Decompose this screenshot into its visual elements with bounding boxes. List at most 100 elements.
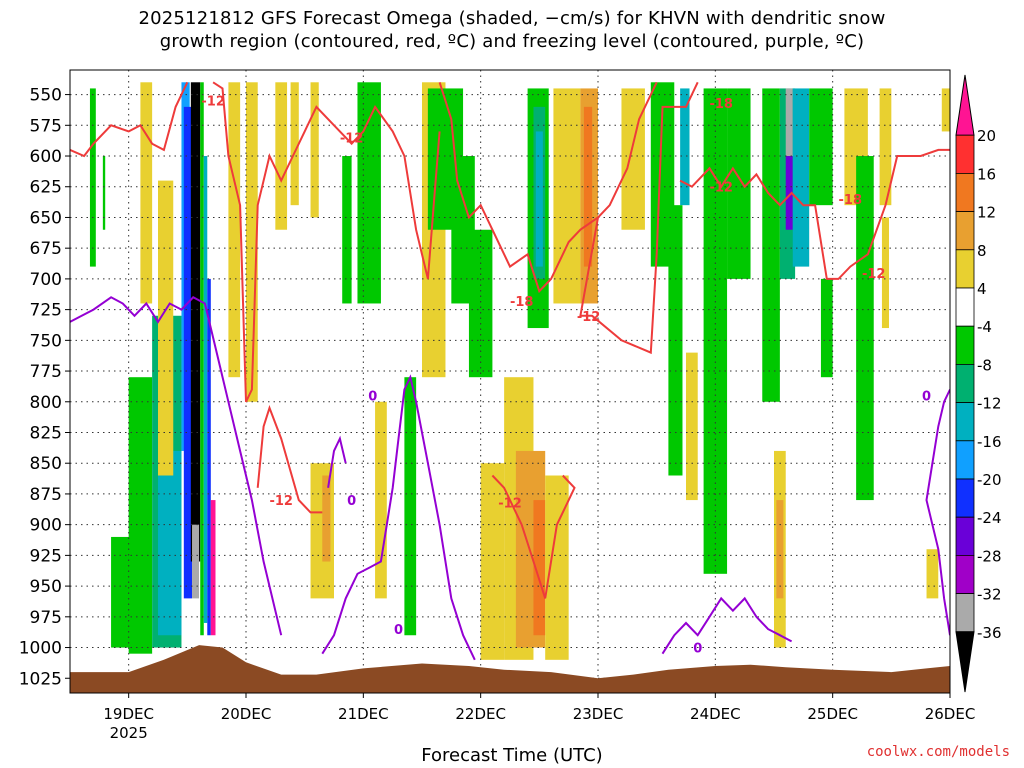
colorbar-tick-11: -28	[977, 547, 1002, 565]
x-tick-label-3: 22DEC	[455, 705, 506, 723]
omega-cell-20	[310, 82, 319, 218]
omega-cell-59	[856, 156, 874, 501]
omega-cell-10	[190, 82, 201, 562]
omega-cell-56	[809, 88, 833, 206]
omega-cell-19	[290, 82, 299, 206]
colorbar-bin-9	[955, 440, 975, 480]
omega-cell-12	[200, 82, 204, 636]
contour-label-4: -12	[498, 497, 522, 512]
colorbar-bin-5	[955, 287, 975, 327]
omega-cell-57	[820, 278, 833, 378]
dendritic-contour-4	[491, 474, 576, 599]
omega-cell-60	[879, 88, 892, 206]
omega-cell-47	[703, 88, 728, 574]
omega-cell-45	[680, 88, 690, 206]
omega-cell-25	[375, 401, 387, 599]
omega-cell-9	[183, 106, 193, 599]
omega-cell-2	[111, 536, 132, 648]
freezing-contour-2	[327, 435, 347, 488]
y-tick-label-0: 550	[30, 86, 62, 106]
contour-label-2: -12	[269, 494, 293, 509]
x-axis-label: Forecast Time (UTC)	[421, 745, 603, 766]
y-tick-label-11: 825	[30, 423, 62, 443]
y-tick-label-5: 675	[30, 239, 62, 259]
omega-cell-0	[89, 88, 96, 267]
colorbar-bin-0	[955, 74, 975, 136]
colorbar-tick-3: 8	[977, 242, 987, 260]
omega-cell-49	[762, 88, 780, 402]
omega-cell-51	[776, 500, 784, 599]
freezing-contour-3	[661, 596, 793, 655]
colorbar-tick-9: -20	[977, 471, 1002, 489]
omega-cell-46	[686, 352, 698, 501]
omega-cell-5	[158, 450, 182, 636]
x-tick-label-6: 25DEC	[807, 705, 858, 723]
colorbar-bin-4	[955, 249, 975, 289]
omega-cell-55	[792, 88, 810, 267]
y-tick-label-12: 850	[30, 454, 62, 474]
colorbar-bin-3	[955, 211, 975, 251]
dendritic-contour-3	[438, 81, 658, 294]
y-tick-label-17: 975	[30, 608, 62, 628]
colorbar-bin-2	[955, 172, 975, 212]
x-tick-label-5: 24DEC	[690, 705, 741, 723]
contour-label-11: 0	[368, 390, 377, 405]
chart-title-line-1: 2025121812 GFS Forecast Omega (shaded, −…	[138, 8, 886, 29]
omega-cell-48	[727, 88, 751, 279]
omega-cell-23	[342, 156, 352, 304]
omega-cell-11	[192, 524, 200, 599]
colorbar-bin-11	[955, 516, 975, 556]
chart-title-line-2: growth region (contoured, red, ºC) and f…	[159, 31, 865, 52]
freezing-contour-0	[70, 296, 283, 636]
omega-cell-15	[210, 500, 216, 636]
omega-cell-13	[203, 156, 208, 623]
colorbar-tick-0: 20	[977, 127, 996, 145]
colorbar-tick-12: -32	[977, 586, 1002, 604]
y-tick-label-16: 950	[30, 577, 62, 597]
omega-cell-31	[480, 463, 505, 660]
terrain-fill	[70, 645, 950, 693]
omega-cell-1	[102, 156, 106, 230]
y-tick-label-9: 775	[30, 362, 62, 382]
y-tick-label-1: 575	[30, 116, 62, 136]
omega-cell-3	[128, 377, 153, 654]
omega-cell-6	[140, 82, 153, 304]
omega-cell-61	[881, 217, 889, 329]
omega-cell-54	[785, 156, 793, 230]
y-tick-label-3: 625	[30, 178, 62, 198]
y-tick-label-15: 925	[30, 546, 62, 566]
omega-cell-24	[357, 82, 381, 304]
x-tick-label-4: 23DEC	[573, 705, 624, 723]
colorbar-bin-12	[955, 555, 975, 595]
y-tick-label-6: 700	[30, 270, 62, 290]
contour-label-10: 0	[347, 494, 356, 509]
omega-cell-35	[545, 475, 569, 660]
colorbar-tick-5: -4	[977, 318, 992, 336]
colorbar-bin-14	[955, 631, 975, 693]
contour-label-6: -18	[709, 97, 733, 112]
x-tick-sublabel: 2025	[110, 724, 148, 742]
contour-label-0: -12	[201, 95, 225, 110]
y-tick-label-10: 800	[30, 393, 62, 413]
contour-label-1: -12	[340, 132, 364, 147]
omega-cell-63	[941, 88, 950, 132]
freezing-contour-4	[925, 389, 950, 636]
omega-cell-30	[468, 229, 493, 378]
omega-cell-22	[322, 475, 331, 562]
omega-cell-42	[621, 88, 645, 230]
contour-label-9: -12	[862, 267, 886, 282]
dendritic-contour-5	[579, 81, 699, 355]
omega-cell-18	[275, 82, 288, 230]
omega-cell-7	[158, 180, 174, 476]
colorbar-bin-1	[955, 134, 975, 174]
omega-cell-34	[533, 500, 546, 636]
colorbar-tick-13: -36	[977, 624, 1002, 642]
x-tick-label-1: 20DEC	[221, 705, 272, 723]
y-tick-label-13: 875	[30, 485, 62, 505]
dendritic-contour-1	[212, 81, 441, 403]
contour-label-7: -12	[709, 181, 733, 196]
site-credit: coolwx.com/models	[866, 744, 1010, 760]
omega-cell-16	[228, 82, 241, 378]
x-tick-label-2: 21DEC	[338, 705, 389, 723]
contour-label-5: -12	[577, 310, 601, 325]
